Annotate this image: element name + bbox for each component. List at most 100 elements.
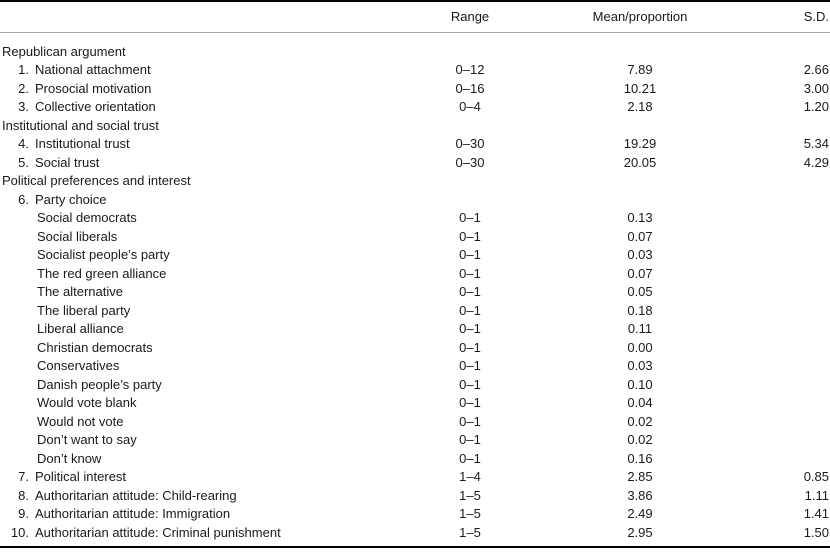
row-number: 2.: [18, 80, 29, 96]
cell-mean: 0.18: [627, 302, 653, 318]
cell-sd: 3.00: [803, 80, 829, 96]
cell-sd: [760, 42, 830, 61]
cell-mean: 2.95: [627, 524, 653, 540]
row-label-text: Liberal alliance: [37, 321, 124, 337]
cell-sd: [760, 116, 830, 135]
cell-sd: [760, 190, 830, 209]
cell-mean: 0.03: [627, 247, 653, 263]
cell-mean: 2.49: [627, 506, 653, 522]
cell-range: 0–30: [455, 154, 485, 170]
cell-sd: [760, 357, 830, 376]
table-row: 1. National attachment 0–12 7.89 2.66: [0, 61, 830, 80]
header-mean-proportion: Mean/proportion: [592, 9, 688, 25]
row-label: Don’t know: [0, 449, 420, 468]
table-row: Republican argument: [0, 42, 830, 61]
row-label-text: Institutional and social trust: [2, 117, 159, 133]
row-label: 5. Social trust: [0, 153, 420, 172]
row-label-text: Collective orientation: [35, 99, 156, 115]
row-label-text: Authoritarian attitude: Child-rearing: [35, 487, 237, 503]
cell-sd: [760, 227, 830, 246]
table-row: Political preferences and interest: [0, 172, 830, 191]
row-label-text: The liberal party: [37, 302, 131, 318]
cell-range: 0–1: [459, 228, 481, 244]
cell-range: 0–4: [459, 99, 481, 115]
cell-range: 0–1: [459, 321, 481, 337]
cell-sd: 0.85: [803, 469, 829, 485]
cell-mean: 2.85: [627, 469, 653, 485]
table-body: Republican argument 1. National attachment…: [0, 32, 830, 547]
cell-mean: 3.86: [627, 487, 653, 503]
cell-mean: 0.04: [627, 395, 653, 411]
cell-mean: [520, 116, 760, 135]
row-number: 1.: [18, 62, 29, 78]
table-row: 2. Prosocial motivation 0–16 10.21 3.00: [0, 79, 830, 98]
cell-mean: 7.89: [627, 62, 653, 78]
table-row: 3. Collective orientation 0–4 2.18 1.20: [0, 98, 830, 117]
row-number: 10.: [10, 524, 29, 540]
row-number: 5.: [18, 154, 29, 170]
table-row: 5. Social trust 0–30 20.05 4.29: [0, 153, 830, 172]
row-label: Socialist people’s party: [0, 246, 420, 265]
cell-sd: [760, 209, 830, 228]
cell-sd: 5.34: [803, 136, 829, 152]
cell-sd: 1.11: [804, 487, 829, 503]
table-row: Christian democrats 0–1 0.00: [0, 338, 830, 357]
cell-range: 0–1: [459, 210, 481, 226]
cell-range: 0–1: [459, 395, 481, 411]
cell-range: 0–1: [459, 284, 481, 300]
row-label: 4. Institutional trust: [0, 135, 420, 154]
cell-range: 1–4: [459, 469, 481, 485]
row-label: 2. Prosocial motivation: [0, 79, 420, 98]
cell-range: 0–1: [459, 413, 481, 429]
row-label-text: Institutional trust: [35, 136, 130, 152]
cell-mean: 0.05: [627, 284, 653, 300]
row-label-text: Don’t know: [37, 450, 102, 466]
table-row: Social democrats 0–1 0.13: [0, 209, 830, 228]
row-label: Liberal alliance: [0, 320, 420, 339]
table-row: 6. Party choice: [0, 190, 830, 209]
row-label: Social liberals: [0, 227, 420, 246]
row-label: 8. Authoritarian attitude: Child-rearing: [0, 486, 420, 505]
cell-range: [420, 116, 520, 135]
row-label: Political preferences and interest: [0, 172, 420, 191]
table-row: The red green alliance 0–1 0.07: [0, 264, 830, 283]
table-row: Social liberals 0–1 0.07: [0, 227, 830, 246]
row-number: 7.: [18, 469, 29, 485]
cell-sd: [760, 375, 830, 394]
cell-mean: 10.21: [623, 80, 657, 96]
cell-mean: 0.02: [627, 432, 653, 448]
cell-range: 0–1: [459, 450, 481, 466]
cell-range: 1–5: [459, 487, 481, 503]
row-label: Christian democrats: [0, 338, 420, 357]
row-label: 10. Authoritarian attitude: Criminal puni…: [0, 523, 420, 542]
row-label: Would not vote: [0, 412, 420, 431]
table-row: The alternative 0–1 0.05: [0, 283, 830, 302]
cell-mean: 0.07: [627, 265, 653, 281]
cell-mean: 0.11: [627, 321, 653, 337]
row-label-text: Political preferences and interest: [2, 173, 191, 189]
row-label: The liberal party: [0, 301, 420, 320]
header-sd: S.D.: [803, 9, 829, 25]
row-label-text: Would vote blank: [37, 395, 137, 411]
row-number: 4.: [18, 136, 29, 152]
table-row: Liberal alliance 0–1 0.11: [0, 320, 830, 339]
row-label-text: Socialist people’s party: [37, 247, 170, 263]
row-number: 8.: [18, 487, 29, 503]
cell-mean: 2.18: [627, 99, 653, 115]
cell-mean: 0.10: [627, 376, 653, 392]
row-label: 6. Party choice: [0, 190, 420, 209]
cell-mean: 0.03: [627, 358, 653, 374]
cell-sd: 1.41: [803, 506, 829, 522]
cell-sd: 4.29: [803, 154, 829, 170]
cell-sd: [760, 283, 830, 302]
cell-range: 1–5: [459, 524, 481, 540]
cell-range: 0–1: [459, 339, 481, 355]
cell-mean: 20.05: [623, 154, 657, 170]
row-label-text: Social democrats: [37, 210, 137, 226]
row-label-text: Would not vote: [37, 413, 124, 429]
cell-sd: [760, 394, 830, 413]
row-label: Institutional and social trust: [0, 116, 420, 135]
row-label: 9. Authoritarian attitude: Immigration: [0, 505, 420, 524]
cell-range: 0–1: [459, 358, 481, 374]
